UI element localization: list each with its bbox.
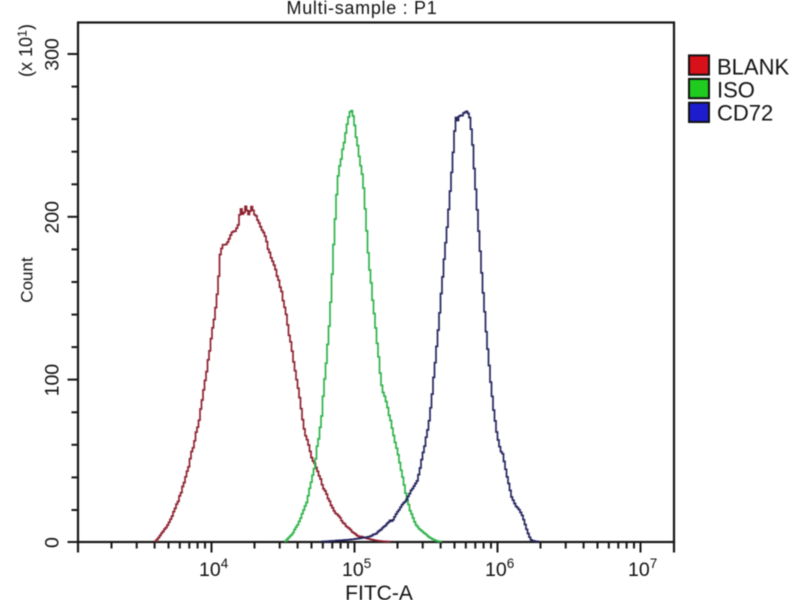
svg-text:100: 100 <box>42 364 64 397</box>
svg-text:0: 0 <box>42 537 64 548</box>
svg-text:CD72: CD72 <box>717 101 773 126</box>
svg-text:Multi-sample : P1: Multi-sample : P1 <box>287 0 438 18</box>
svg-text:ISO: ISO <box>717 77 755 102</box>
svg-text:200: 200 <box>42 201 64 234</box>
svg-text:(x 101): (x 101) <box>16 24 37 77</box>
svg-text:FITC-A: FITC-A <box>345 582 413 600</box>
svg-text:BLANK: BLANK <box>717 55 789 80</box>
svg-text:300: 300 <box>42 38 64 71</box>
svg-text:Count: Count <box>18 257 37 303</box>
